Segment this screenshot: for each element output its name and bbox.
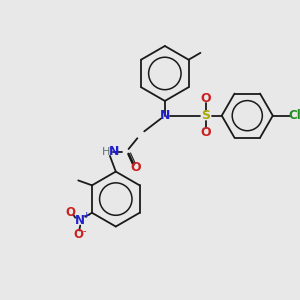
Text: H: H [102,147,110,157]
Text: S: S [202,109,211,122]
Text: O: O [65,206,75,219]
Text: O: O [201,126,212,139]
Text: O: O [130,161,141,174]
Text: -: - [82,226,86,236]
Text: N: N [109,146,119,158]
Text: O: O [201,92,212,106]
Text: O: O [73,228,83,241]
Text: N: N [75,214,85,227]
Text: +: + [82,211,90,220]
Text: Cl: Cl [288,109,300,122]
Text: N: N [160,109,170,122]
